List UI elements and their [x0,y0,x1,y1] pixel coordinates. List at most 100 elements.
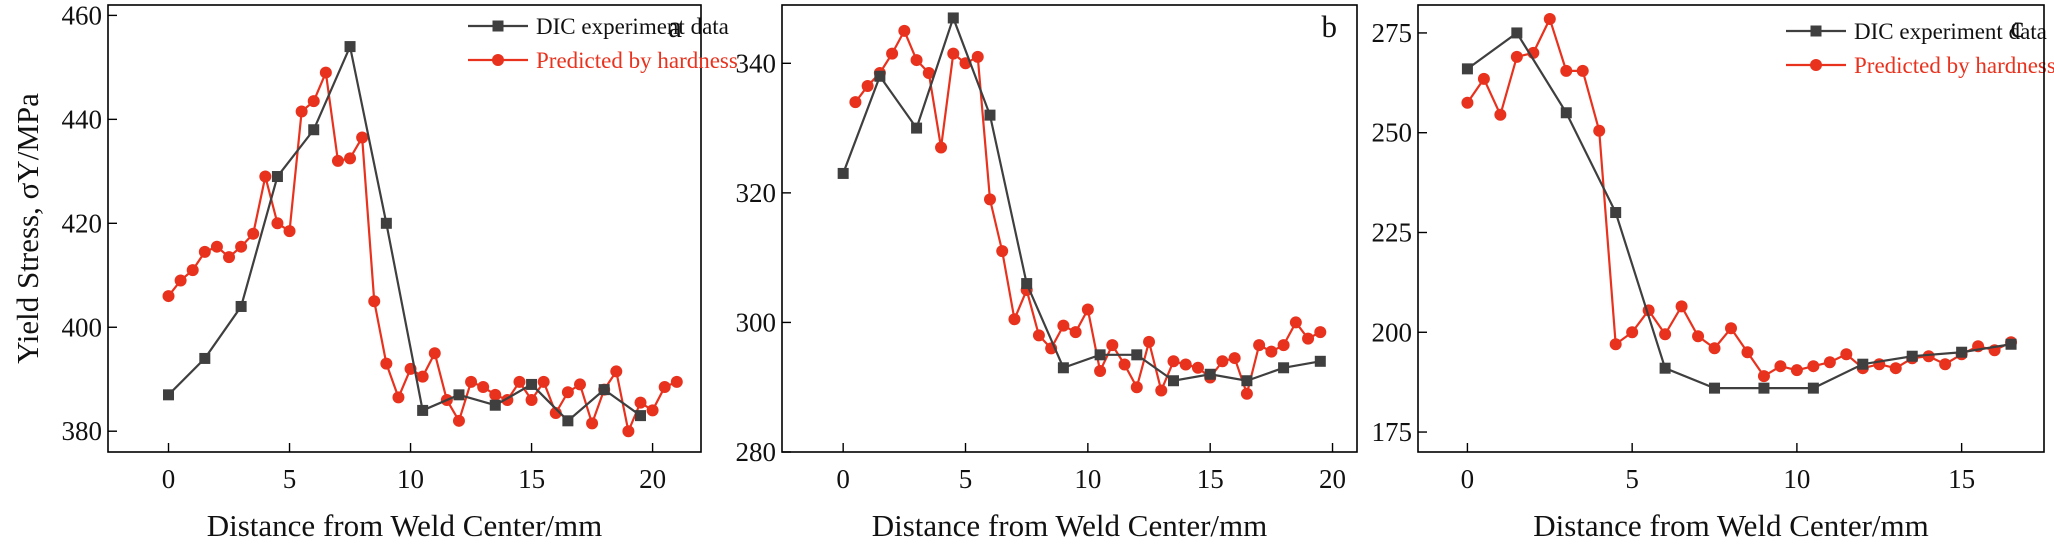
y-tick-label: 200 [1372,317,1413,347]
data-point [1626,326,1639,339]
data-point [1216,355,1229,368]
data-point [344,152,357,165]
data-point [1939,358,1952,371]
x-tick-label: 15 [1197,464,1224,494]
data-point [983,193,996,206]
data-point [1593,124,1606,137]
data-point [428,347,441,360]
data-point [1278,362,1290,374]
data-point [1057,362,1069,374]
data-point [283,225,296,238]
data-point [259,170,272,183]
data-point [1840,348,1853,361]
x-tick-label: 5 [283,464,297,494]
data-point [549,407,562,420]
x-tick-label: 10 [1074,464,1101,494]
data-point [223,251,236,264]
data-point [1204,368,1216,380]
legend-marker [1810,25,1822,37]
panel-letter: a [668,9,682,44]
data-point [1130,381,1143,394]
data-point [1675,300,1688,313]
data-point [886,47,899,60]
data-point [947,47,960,60]
data-point [1609,338,1622,351]
data-point [477,381,490,394]
y-tick-label: 320 [736,178,777,208]
y-tick-label: 300 [736,307,777,337]
series-dic [163,41,646,427]
data-point [416,370,429,383]
data-point [1021,278,1033,290]
data-point [1253,339,1266,352]
data-point [1461,96,1474,109]
x-tick-label: 20 [1319,464,1346,494]
series-line [854,28,1321,398]
data-point [1461,63,1473,75]
data-point [1069,326,1082,339]
x-tick-label: 15 [518,464,545,494]
data-point [235,300,247,312]
data-point [235,240,248,253]
data-point [1032,329,1045,342]
data-point [561,386,574,399]
data-point [1289,316,1302,329]
y-axis-title: Yield Stress, σY/MPa [10,93,45,364]
data-point [1057,319,1070,332]
data-point [392,391,405,404]
series-line [842,14,1321,382]
data-point [1106,339,1119,352]
data-point [658,381,671,394]
y-tick-label: 340 [736,48,777,78]
data-point [1741,346,1754,359]
data-point [935,141,948,154]
data-point [1191,361,1204,374]
data-point [1240,387,1253,400]
data-point [861,79,874,92]
data-point [634,410,646,422]
legend: DIC experiment data Predicted by hardness [1786,19,2054,78]
data-point [186,264,199,277]
data-point [174,274,187,287]
data-point [513,375,526,388]
x-tick-label: 20 [639,464,666,494]
data-point [837,167,849,179]
data-point [1807,382,1819,394]
data-point [1314,326,1327,339]
data-point [210,240,223,253]
data-point [1692,330,1705,343]
x-tick-label: 5 [1625,464,1639,494]
x-tick-label: 0 [836,464,850,494]
data-point [537,375,550,388]
series-dic [837,12,1326,387]
x-tick-label: 5 [959,464,973,494]
y-tick-label: 400 [62,312,103,342]
data-point [1477,72,1490,85]
legend-label: DIC experiment data [1854,19,2047,44]
data-point [922,67,935,80]
data-point [1314,355,1326,367]
series-line [1466,16,2012,378]
data-point [1709,382,1721,394]
data-point [271,217,284,230]
data-point [646,404,659,417]
legend-label: Predicted by hardness [536,48,738,73]
data-point [1725,322,1737,335]
y-tick-label: 460 [62,0,103,30]
data-point [368,295,381,308]
data-point [1543,12,1556,25]
data-point [1708,342,1721,355]
data-point [1094,349,1106,361]
data-point [1790,364,1803,377]
data-point [947,12,959,24]
data-point [996,245,1009,258]
data-point [526,378,538,390]
x-tick-label: 0 [162,464,176,494]
data-point [1659,362,1671,374]
data-point [1265,345,1278,358]
x-tick-label: 10 [1783,464,1810,494]
data-point [874,70,886,82]
data-point [1560,64,1573,77]
data-point [356,131,369,144]
panel-letter: b [1322,9,1338,44]
